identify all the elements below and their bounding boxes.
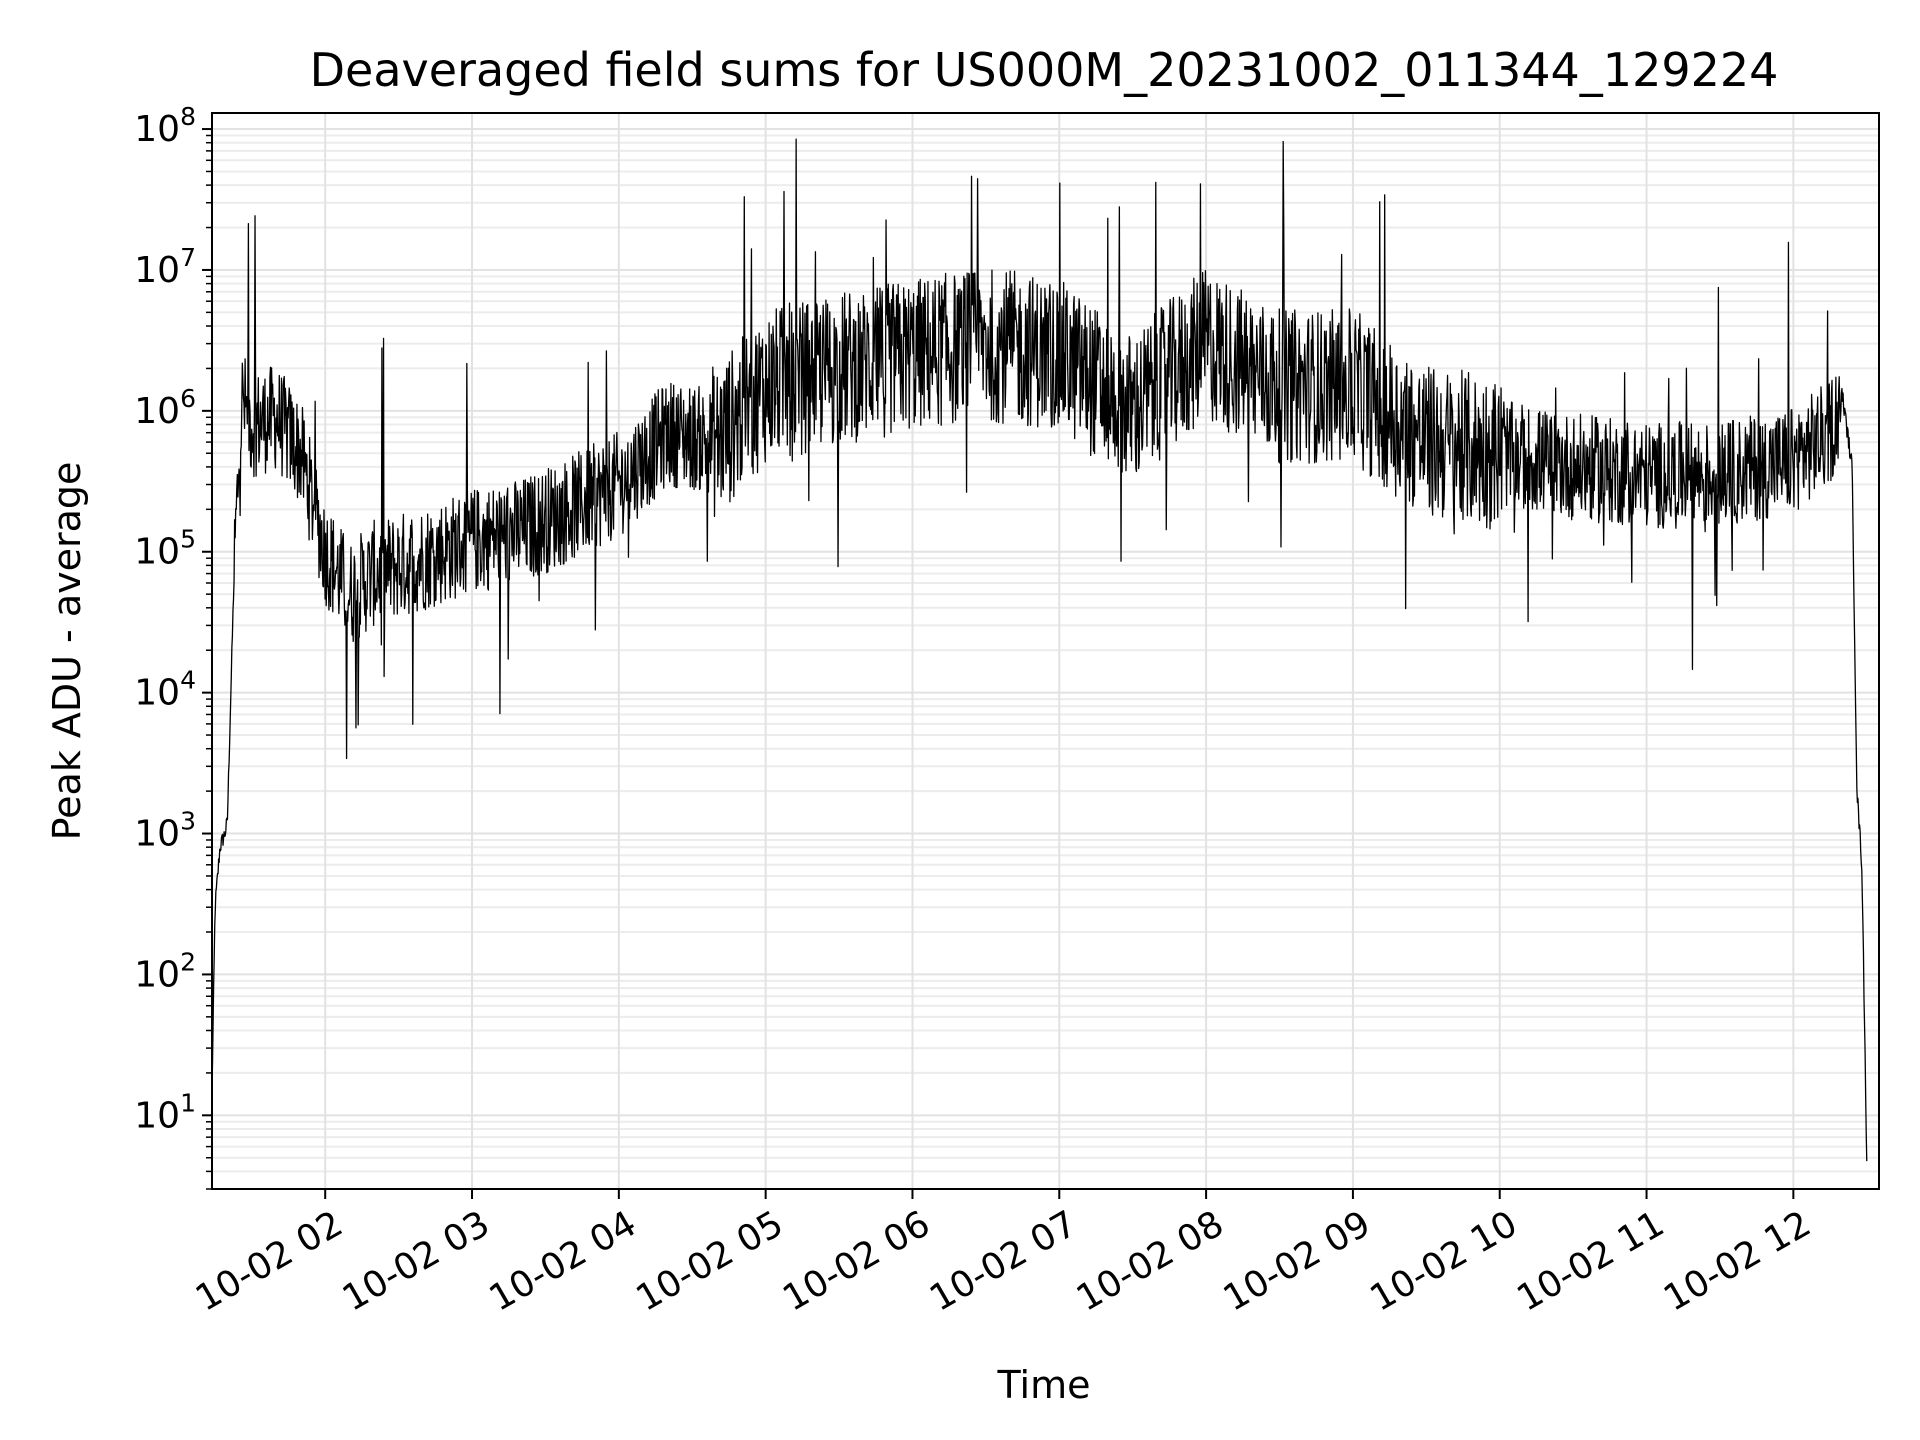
y-tick-label: 108 xyxy=(134,102,196,150)
y-tick-label: 102 xyxy=(134,947,196,995)
y-tick-label: 104 xyxy=(134,666,196,714)
chart-title: Deaveraged field sums for US000M_2023100… xyxy=(310,43,1779,97)
y-axis-label: Peak ADU - average xyxy=(45,462,89,841)
y-tick-label: 101 xyxy=(134,1088,196,1136)
y-axis: 101 102 103 104 105 106 107 108 xyxy=(134,102,212,1190)
x-axis-label: Time xyxy=(997,1363,1091,1407)
y-tick-label: 105 xyxy=(134,525,196,573)
grid xyxy=(212,113,1879,1190)
plot-frame xyxy=(211,112,1880,1190)
series-line xyxy=(211,138,1868,1162)
y-tick-label: 103 xyxy=(134,807,196,855)
y-tick-label: 106 xyxy=(134,384,196,432)
y-tick-label: 107 xyxy=(134,243,196,291)
series-layer xyxy=(211,138,1868,1162)
